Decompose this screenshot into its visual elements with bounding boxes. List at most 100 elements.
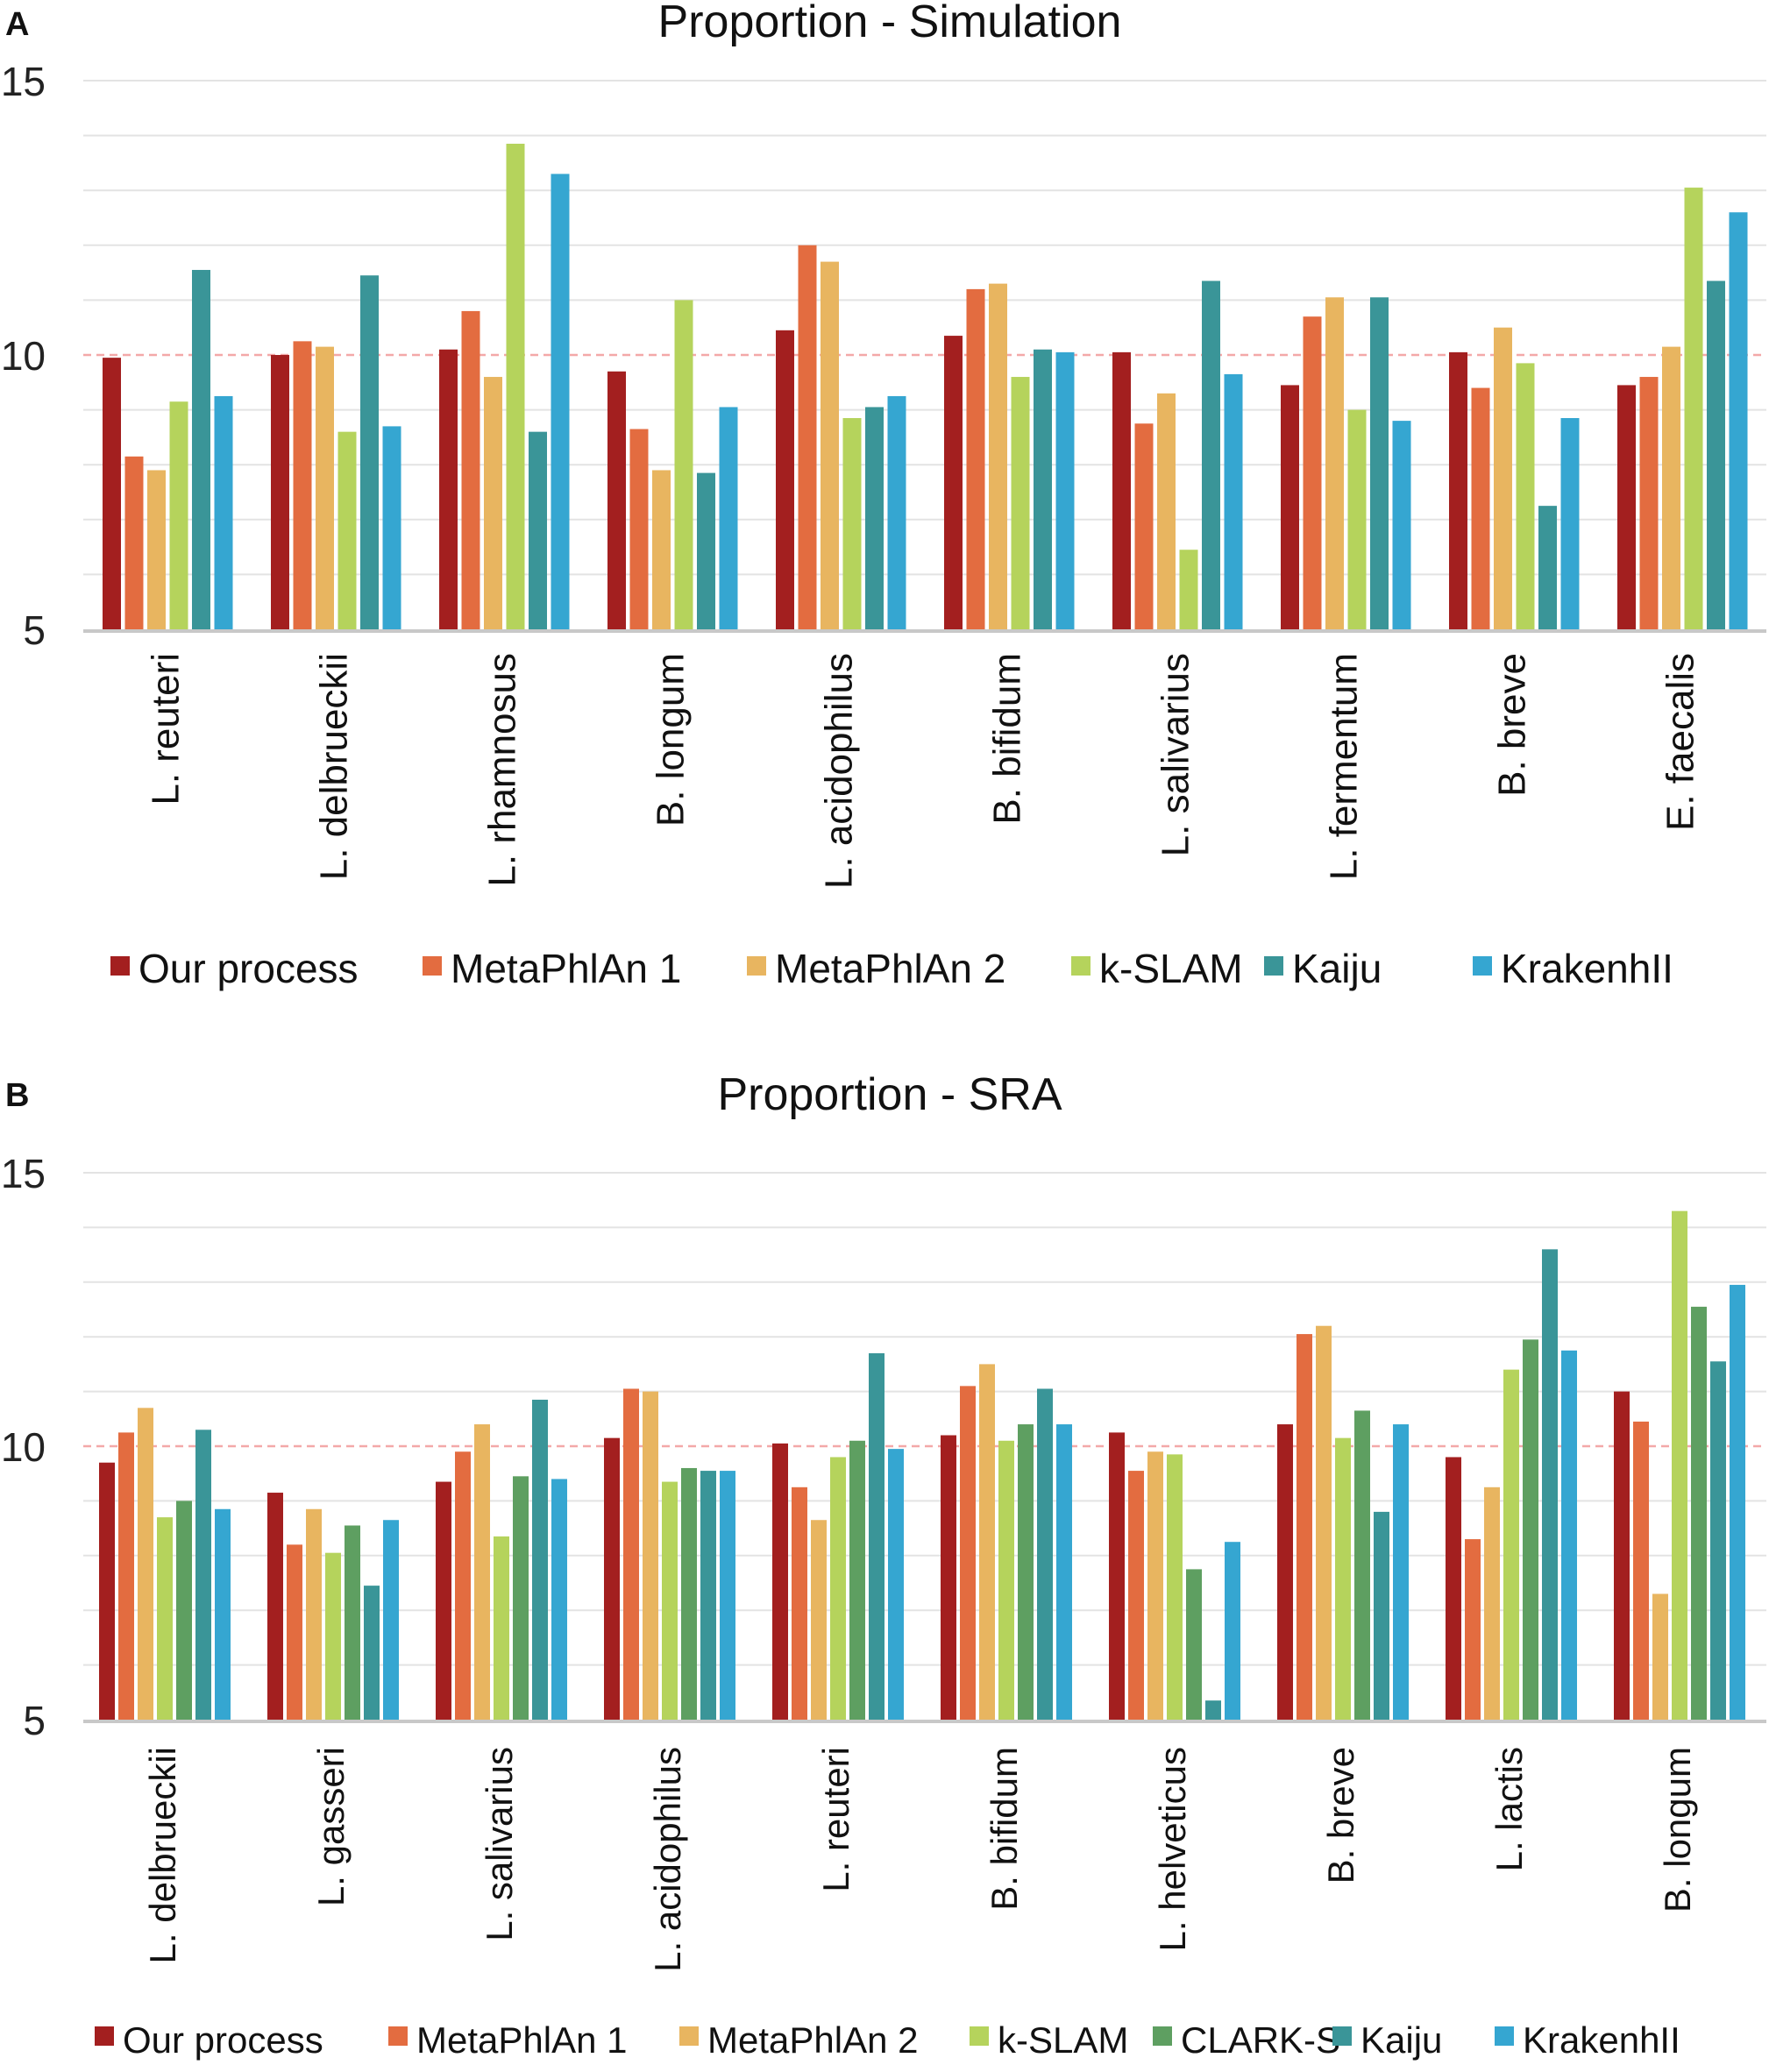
bar-l-delbrueckii-kaiju xyxy=(360,275,379,629)
bar-b-breve-krakenhii xyxy=(1393,1424,1409,1720)
bar-l-lactis-metaphlan-1 xyxy=(1465,1539,1481,1720)
bar-l-salivarius-metaphlan-2 xyxy=(474,1424,490,1720)
bar-l-acidophilus-metaphlan-2 xyxy=(643,1391,658,1720)
legend-label: MetaPhlAn 2 xyxy=(775,946,1005,991)
bar-l-salivarius-our-process xyxy=(1112,351,1131,629)
bar-l-fermentum-krakenhii xyxy=(1392,421,1411,629)
legend-swatch xyxy=(95,2026,114,2046)
bar-l-fermentum-our-process xyxy=(1281,385,1299,629)
y-tick-label: 15 xyxy=(1,1151,46,1196)
x-tick-label: L. rhamnosus xyxy=(480,653,523,887)
bar-b-bifidum-our-process xyxy=(944,336,963,629)
bar-b-longum-metaphlan-2 xyxy=(1652,1593,1668,1720)
bar-l-reuteri-kaiju xyxy=(192,269,210,629)
bar-b-bifidum-kaiju xyxy=(1037,1388,1053,1720)
legend-label: Kaiju xyxy=(1292,946,1382,991)
bar-l-reuteri-metaphlan-1 xyxy=(792,1487,807,1720)
legend-label: KrakenhII xyxy=(1523,2019,1680,2061)
x-tick-label: L. reuteri xyxy=(815,1747,856,1892)
bar-l-gasseri-clark-s xyxy=(345,1525,360,1720)
bar-b-bifidum-krakenhii xyxy=(1055,351,1075,629)
legend-a: Our process MetaPhlAn 1 MetaPhlAn 2 k-SLAM K… xyxy=(110,946,1673,991)
legend-swatch xyxy=(1264,956,1283,976)
bar-e-faecalis-metaphlan-1 xyxy=(1639,377,1659,629)
bar-b-breve-k-slam xyxy=(1516,363,1535,629)
bar-b-breve-our-process xyxy=(1277,1424,1293,1720)
bar-l-fermentum-metaphlan-2 xyxy=(1325,297,1344,629)
bar-b-longum-krakenhii xyxy=(1730,1284,1745,1720)
x-axis-labels-a: L. reuteri L. delbrueckii L. rhamnosus B. l… xyxy=(144,653,1702,889)
bar-l-acidophilus-kaiju xyxy=(865,407,884,629)
legend-b: Our process MetaPhlAn 1 MetaPhlAn 2 k-SLAM C… xyxy=(95,2019,1680,2061)
legend-label: KrakenhII xyxy=(1501,946,1673,991)
bar-b-bifidum-krakenhii xyxy=(1056,1424,1072,1720)
bar-l-helveticus-metaphlan-2 xyxy=(1147,1451,1163,1720)
bar-b-longum-kaiju xyxy=(697,472,715,629)
bar-l-helveticus-krakenhii xyxy=(1225,1542,1240,1720)
x-tick-label: B. bifidum xyxy=(985,653,1028,825)
bar-b-breve-clark-s xyxy=(1354,1410,1370,1720)
bar-l-lactis-krakenhii xyxy=(1561,1350,1577,1720)
bar-l-helveticus-our-process xyxy=(1109,1432,1125,1720)
bar-l-acidophilus-metaphlan-1 xyxy=(623,1388,639,1720)
bar-l-reuteri-kaiju xyxy=(869,1352,884,1720)
bar-l-delbrueckii-krakenhii xyxy=(382,426,401,629)
bar-b-bifidum-metaphlan-1 xyxy=(960,1386,976,1720)
bar-b-breve-metaphlan-2 xyxy=(1494,327,1512,629)
bar-b-longum-krakenhii xyxy=(719,407,738,629)
bar-l-acidophilus-krakenhii xyxy=(720,1471,735,1720)
bar-l-reuteri-our-process xyxy=(103,358,121,629)
bar-l-delbrueckii-metaphlan-1 xyxy=(293,341,312,629)
x-axis-labels-b: L. delbrueckii L. gasseri L. salivarius L. … xyxy=(142,1747,1698,1972)
bar-l-fermentum-metaphlan-1 xyxy=(1303,316,1322,629)
legend-swatch xyxy=(1332,2026,1352,2046)
bar-l-lactis-our-process xyxy=(1446,1457,1461,1720)
x-tick-label: L. reuteri xyxy=(144,653,187,805)
bar-l-acidophilus-metaphlan-2 xyxy=(821,261,839,629)
bar-b-longum-metaphlan-2 xyxy=(652,470,671,629)
bar-l-acidophilus-our-process xyxy=(776,330,794,629)
x-tick-label: L. acidophilus xyxy=(817,653,860,889)
legend-label: CLARK-S xyxy=(1181,2019,1340,2061)
bar-l-acidophilus-clark-s xyxy=(681,1467,697,1720)
y-tick-label: 5 xyxy=(23,1698,46,1743)
panel-label-a: A xyxy=(5,6,29,43)
bar-l-salivarius-k-slam xyxy=(494,1536,509,1720)
bar-e-faecalis-k-slam xyxy=(1684,188,1703,629)
x-tick-label: B. bifidum xyxy=(984,1747,1025,1911)
x-tick-label: L. salivarius xyxy=(479,1747,520,1941)
bars-a xyxy=(103,143,1748,630)
y-axis-b: 5 10 15 xyxy=(1,1151,46,1743)
bar-b-bifidum-k-slam xyxy=(998,1440,1014,1720)
bar-b-breve-kaiju xyxy=(1374,1511,1389,1720)
bar-e-faecalis-kaiju xyxy=(1707,280,1725,629)
bar-l-reuteri-clark-s xyxy=(849,1440,865,1720)
bar-l-acidophilus-k-slam xyxy=(842,417,862,629)
bar-l-salivarius-metaphlan-1 xyxy=(1134,423,1154,629)
legend-label: MetaPhlAn 2 xyxy=(707,2019,918,2061)
x-tick-label: E. faecalis xyxy=(1659,653,1702,831)
legend-swatch xyxy=(747,956,766,976)
bar-l-delbrueckii-our-process xyxy=(271,355,289,629)
x-tick-label: L. delbrueckii xyxy=(142,1747,183,1963)
bar-b-longum-k-slam xyxy=(1672,1210,1687,1720)
bar-l-helveticus-clark-s xyxy=(1186,1569,1202,1720)
bar-l-rhamnosus-metaphlan-1 xyxy=(461,310,480,629)
bar-l-acidophilus-k-slam xyxy=(662,1481,678,1720)
bar-l-rhamnosus-kaiju xyxy=(529,431,547,629)
bar-e-faecalis-krakenhii xyxy=(1729,212,1748,630)
bar-b-breve-our-process xyxy=(1449,351,1467,629)
bar-l-salivarius-our-process xyxy=(436,1481,451,1720)
bar-l-reuteri-krakenhii xyxy=(888,1449,904,1720)
x-tick-label: B. breve xyxy=(1320,1747,1361,1884)
legend-label: Our process xyxy=(139,946,359,991)
bar-l-delbrueckii-metaphlan-2 xyxy=(316,346,334,629)
bar-l-helveticus-kaiju xyxy=(1205,1700,1221,1720)
bar-l-delbrueckii-metaphlan-2 xyxy=(138,1408,153,1720)
bar-l-salivarius-kaiju xyxy=(1202,280,1220,629)
bar-l-salivarius-k-slam xyxy=(1179,550,1198,629)
bar-l-delbrueckii-metaphlan-1 xyxy=(118,1432,134,1720)
bar-l-gasseri-kaiju xyxy=(364,1586,380,1720)
x-tick-label: L. helveticus xyxy=(1152,1747,1193,1951)
